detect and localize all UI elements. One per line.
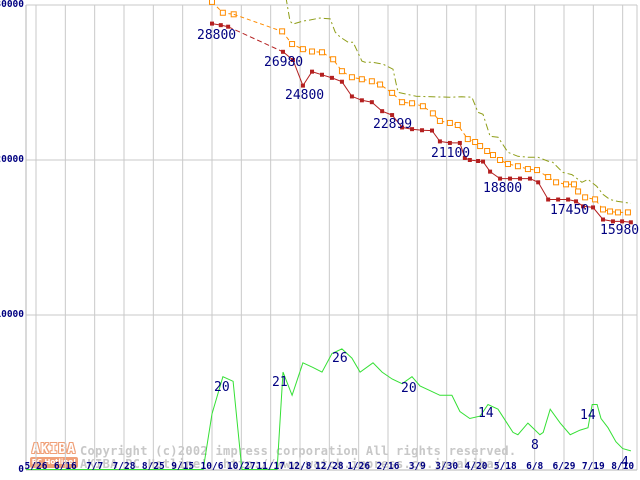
average-price-line-marker bbox=[553, 179, 560, 186]
watermark-copyright: Copyright (c)2002 impress corporation Al… bbox=[80, 444, 517, 458]
lowest-price-line-marker bbox=[329, 75, 334, 80]
average-price-line bbox=[281, 31, 628, 213]
lowest-price-line-marker bbox=[290, 58, 295, 63]
lowest-price-line-marker bbox=[462, 155, 467, 160]
lowest-price-line-marker bbox=[420, 128, 425, 133]
average-price-line-marker bbox=[289, 41, 296, 48]
average-price-line-marker bbox=[524, 166, 531, 173]
lowest-price-line-marker bbox=[508, 176, 513, 181]
average-price-line-marker bbox=[368, 78, 375, 85]
lowest-price-line bbox=[227, 26, 284, 53]
lowest-price-line-marker bbox=[310, 69, 315, 74]
average-price-line-marker bbox=[358, 76, 365, 83]
lowest-price-line-marker bbox=[488, 169, 493, 174]
average-price-line-marker bbox=[436, 117, 443, 124]
average-price-line-marker bbox=[582, 194, 589, 201]
average-price-line-marker bbox=[309, 48, 316, 55]
lowest-price-line-marker bbox=[359, 98, 364, 103]
average-price-line-marker bbox=[409, 100, 416, 107]
lowest-price-line-marker bbox=[300, 83, 305, 88]
average-price-line-marker bbox=[399, 99, 406, 106]
lowest-price-line-marker bbox=[349, 94, 354, 99]
lowest-price-line bbox=[282, 51, 631, 223]
lowest-price-line-marker bbox=[390, 113, 395, 118]
lowest-price-line-marker bbox=[447, 140, 452, 145]
lowest-price-line-marker bbox=[437, 139, 442, 144]
lowest-price-line-marker bbox=[280, 49, 285, 54]
average-price-line-marker bbox=[219, 9, 226, 16]
average-price-line-marker bbox=[419, 103, 426, 110]
lowest-price-line-marker bbox=[457, 140, 462, 145]
lowest-price-line-marker bbox=[429, 128, 434, 133]
average-price-line-marker bbox=[563, 181, 570, 188]
shop-count-line bbox=[26, 348, 632, 470]
average-price-line-marker bbox=[545, 174, 552, 181]
lowest-price-line-marker bbox=[410, 127, 415, 132]
lowest-price-line-marker bbox=[481, 159, 486, 164]
average-price-line-marker bbox=[348, 74, 355, 81]
average-price-line-marker bbox=[504, 161, 511, 168]
average-price-line-marker bbox=[299, 46, 306, 53]
lowest-price-line-marker bbox=[566, 197, 571, 202]
average-price-line-marker bbox=[464, 136, 471, 143]
lowest-price-line-marker bbox=[546, 197, 551, 202]
average-price-line-marker bbox=[514, 163, 521, 170]
lowest-price-line-marker bbox=[556, 197, 561, 202]
average-price-line-marker bbox=[454, 121, 461, 128]
lowest-price-line-marker bbox=[498, 176, 503, 181]
lowest-price-line-marker bbox=[319, 72, 324, 77]
lowest-price-line-marker bbox=[581, 204, 586, 209]
lowest-price-line-marker bbox=[574, 199, 579, 204]
average-price-line-marker bbox=[330, 56, 337, 63]
lowest-price-line-marker bbox=[400, 125, 405, 130]
lowest-price-line-marker bbox=[601, 217, 606, 222]
average-price-line-marker bbox=[614, 209, 621, 216]
average-price-line-marker bbox=[389, 89, 396, 96]
average-price-line-marker bbox=[490, 152, 497, 159]
highest-price-line bbox=[285, 0, 631, 204]
logo-subtitle: PC Hotline! bbox=[30, 457, 78, 468]
average-price-line-marker bbox=[208, 0, 215, 5]
lowest-price-line-marker bbox=[218, 23, 223, 28]
lowest-price-line-marker bbox=[591, 205, 596, 210]
lowest-price-line-marker bbox=[536, 180, 541, 185]
average-price-line-marker bbox=[607, 208, 614, 215]
average-price-line-marker bbox=[318, 49, 325, 56]
lowest-price-line-marker bbox=[369, 100, 374, 105]
average-price-line-marker bbox=[575, 188, 582, 195]
lowest-price-line-marker bbox=[209, 21, 214, 26]
average-price-line-marker bbox=[484, 148, 491, 155]
lowest-price-line-marker bbox=[628, 220, 633, 225]
akiba-pc-hotline-logo: AKIBA PC Hotline! bbox=[30, 442, 78, 470]
average-price-line-marker bbox=[592, 196, 599, 203]
average-price-line-marker bbox=[600, 206, 607, 213]
watermark-url: AKIBA PC Hotline! http://www.watch.impre… bbox=[80, 457, 502, 471]
lowest-price-line-marker bbox=[380, 109, 385, 114]
lowest-price-line-marker bbox=[620, 219, 625, 224]
lowest-price-line-marker bbox=[339, 79, 344, 84]
lowest-price-line-marker bbox=[517, 176, 522, 181]
average-price-line bbox=[233, 13, 283, 32]
lowest-price-line-marker bbox=[527, 176, 532, 181]
average-price-line-marker bbox=[338, 68, 345, 75]
average-price-line-marker bbox=[477, 143, 484, 150]
average-price-line-marker bbox=[534, 167, 541, 174]
average-price-line-marker bbox=[497, 157, 504, 163]
average-price-line-marker bbox=[377, 81, 384, 88]
average-price-line-marker bbox=[446, 119, 453, 126]
average-price-line-marker bbox=[570, 181, 577, 188]
average-price-line-marker bbox=[429, 110, 436, 117]
average-price-line-marker bbox=[624, 209, 631, 216]
average-price-line-marker bbox=[472, 139, 479, 146]
lowest-price-line-marker bbox=[610, 219, 615, 224]
lowest-price-line-marker bbox=[467, 158, 472, 162]
average-price-line-marker bbox=[279, 28, 286, 35]
lowest-price-line-marker bbox=[476, 159, 481, 164]
logo-title: AKIBA bbox=[31, 442, 77, 457]
